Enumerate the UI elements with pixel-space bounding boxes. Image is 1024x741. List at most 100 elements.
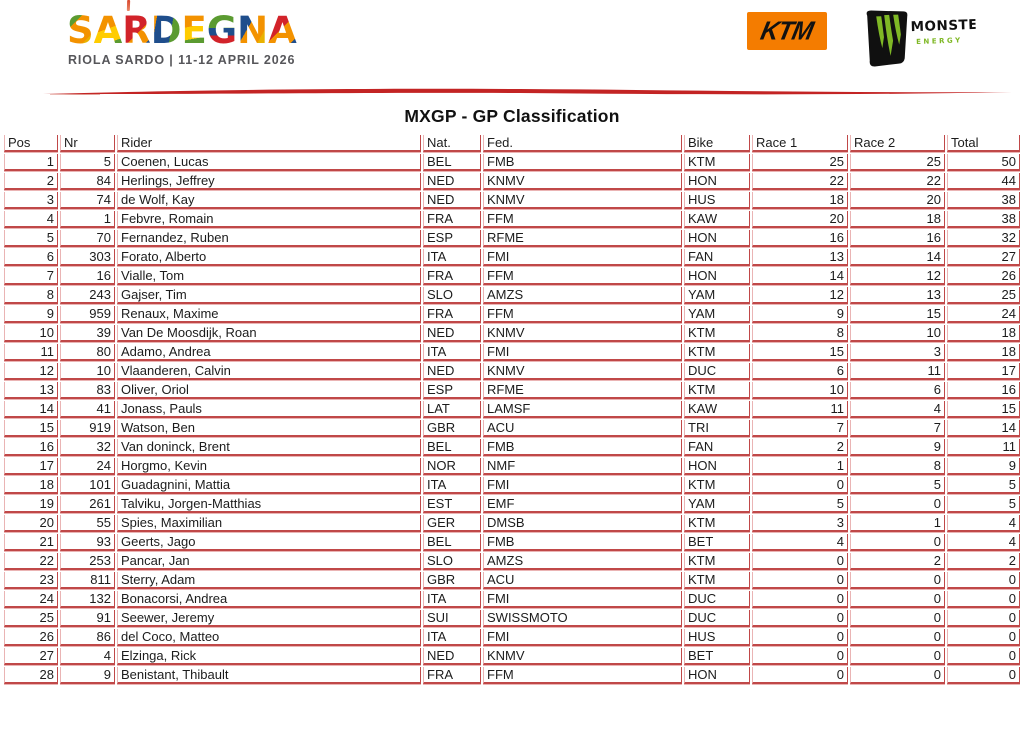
cell-race2: 25 — [850, 154, 945, 171]
cell-total: 38 — [947, 192, 1020, 209]
cell-bike: BET — [684, 534, 750, 551]
cell-race2: 8 — [850, 458, 945, 475]
cell-pos: 9 — [4, 306, 58, 323]
event-logo-letter: N — [237, 9, 269, 52]
cell-total: 4 — [947, 534, 1020, 551]
cell-total: 4 — [947, 515, 1020, 532]
cell-race1: 4 — [752, 534, 848, 551]
cell-nat: FRA — [423, 306, 481, 323]
cell-total: 17 — [947, 363, 1020, 380]
cell-bike: KTM — [684, 572, 750, 589]
cell-total: 27 — [947, 249, 1020, 266]
cell-race1: 5 — [752, 496, 848, 513]
cell-rider: Jonass, Pauls — [117, 401, 421, 418]
cell-fed: FMB — [483, 154, 682, 171]
cell-nr: 5 — [60, 154, 115, 171]
cell-race2: 12 — [850, 268, 945, 285]
cell-rider: Pancar, Jan — [117, 553, 421, 570]
table-row: 26 86 del Coco, Matteo ITA FMI HUS 0 0 0 — [4, 629, 1020, 646]
cell-race2: 2 — [850, 553, 945, 570]
cell-fed: FFM — [483, 211, 682, 228]
cell-nr: 39 — [60, 325, 115, 342]
cell-race2: 18 — [850, 211, 945, 228]
event-logo-letter: S — [67, 9, 94, 52]
cell-nat: NOR — [423, 458, 481, 475]
cell-pos: 15 — [4, 420, 58, 437]
cell-race2: 0 — [850, 591, 945, 608]
table-row: 18 101 Guadagnini, Mattia ITA FMI KTM 0 5 5 — [4, 477, 1020, 494]
cell-bike: HON — [684, 458, 750, 475]
cell-bike: KTM — [684, 553, 750, 570]
cell-race1: 9 — [752, 306, 848, 323]
cell-rider: Vialle, Tom — [117, 268, 421, 285]
table-row: 9 959 Renaux, Maxime FRA FFM YAM 9 15 24 — [4, 306, 1020, 323]
cell-race2: 0 — [850, 667, 945, 684]
cell-rider: Van De Moosdijk, Roan — [117, 325, 421, 342]
cell-bike: HON — [684, 173, 750, 190]
cell-bike: BET — [684, 648, 750, 665]
cell-pos: 2 — [4, 173, 58, 190]
cell-fed: EMF — [483, 496, 682, 513]
cell-race1: 0 — [752, 572, 848, 589]
cell-race2: 13 — [850, 287, 945, 304]
cell-total: 0 — [947, 629, 1020, 646]
cell-nr: 253 — [60, 553, 115, 570]
event-logo-sardegna: SARDEGNA — [67, 12, 297, 50]
cell-nat: ESP — [423, 382, 481, 399]
cell-pos: 13 — [4, 382, 58, 399]
cell-total: 0 — [947, 572, 1020, 589]
cell-pos: 3 — [4, 192, 58, 209]
cell-fed: RFME — [483, 230, 682, 247]
cell-pos: 11 — [4, 344, 58, 361]
cell-race2: 6 — [850, 382, 945, 399]
cell-nr: 24 — [60, 458, 115, 475]
cell-race2: 0 — [850, 534, 945, 551]
cell-bike: HON — [684, 230, 750, 247]
cell-pos: 5 — [4, 230, 58, 247]
cell-race2: 16 — [850, 230, 945, 247]
cell-bike: HUS — [684, 629, 750, 646]
column-header-fed: Fed. — [483, 135, 682, 152]
column-header-race1: Race 1 — [752, 135, 848, 152]
cell-rider: Horgmo, Kevin — [117, 458, 421, 475]
table-row: 22 253 Pancar, Jan SLO AMZS KTM 0 2 2 — [4, 553, 1020, 570]
cell-fed: NMF — [483, 458, 682, 475]
cell-bike: KTM — [684, 154, 750, 171]
cell-race1: 6 — [752, 363, 848, 380]
cell-rider: Forato, Alberto — [117, 249, 421, 266]
cell-total: 0 — [947, 648, 1020, 665]
column-header-nat: Nat. — [423, 135, 481, 152]
cell-nr: 74 — [60, 192, 115, 209]
cell-race2: 11 — [850, 363, 945, 380]
cell-pos: 10 — [4, 325, 58, 342]
cell-total: 18 — [947, 344, 1020, 361]
cell-nat: ITA — [423, 477, 481, 494]
cell-bike: KTM — [684, 382, 750, 399]
cell-race1: 0 — [752, 648, 848, 665]
cell-nat: NED — [423, 192, 481, 209]
cell-race1: 0 — [752, 477, 848, 494]
cell-pos: 4 — [4, 211, 58, 228]
cell-bike: HON — [684, 268, 750, 285]
cell-nat: BEL — [423, 534, 481, 551]
cell-bike: KTM — [684, 515, 750, 532]
cell-race1: 10 — [752, 382, 848, 399]
cell-race2: 3 — [850, 344, 945, 361]
cell-total: 50 — [947, 154, 1020, 171]
cell-nat: NED — [423, 325, 481, 342]
cell-nr: 959 — [60, 306, 115, 323]
cell-race1: 22 — [752, 173, 848, 190]
cell-total: 32 — [947, 230, 1020, 247]
cell-nat: GER — [423, 515, 481, 532]
cell-fed: KNMV — [483, 363, 682, 380]
cell-total: 5 — [947, 496, 1020, 513]
cell-total: 16 — [947, 382, 1020, 399]
event-logo-letter: G — [206, 9, 238, 52]
cell-race1: 12 — [752, 287, 848, 304]
cell-rider: Febvre, Romain — [117, 211, 421, 228]
cell-fed: ACU — [483, 572, 682, 589]
cell-rider: Coenen, Lucas — [117, 154, 421, 171]
cell-race1: 11 — [752, 401, 848, 418]
cell-fed: KNMV — [483, 173, 682, 190]
event-logo-letter: D — [150, 9, 182, 52]
